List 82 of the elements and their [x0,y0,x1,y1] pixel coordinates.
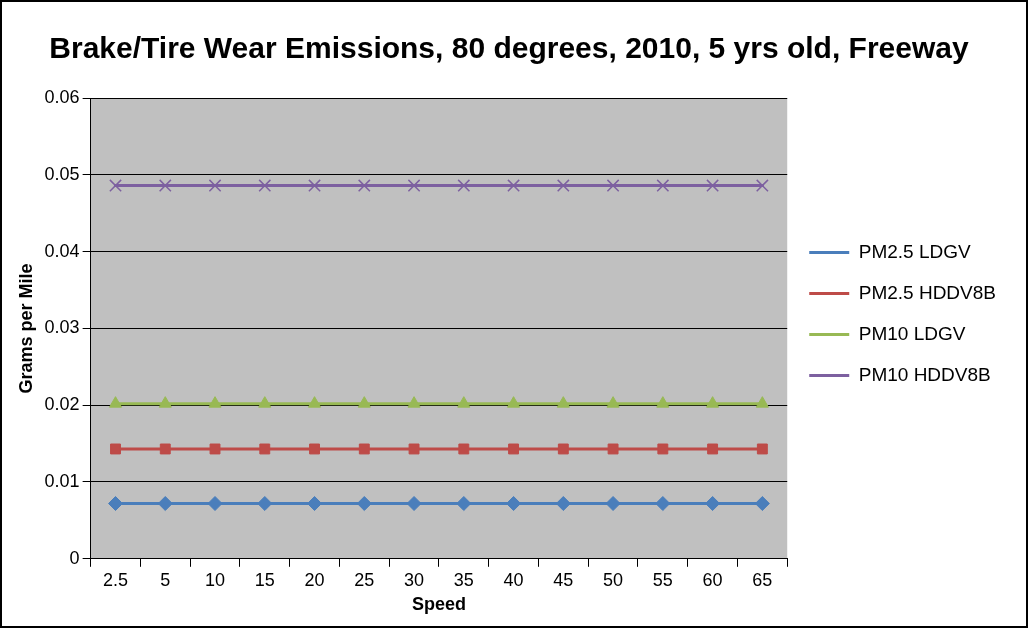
point [656,179,670,192]
point [357,179,371,192]
point [208,179,222,192]
point [507,396,521,408]
point [707,443,719,455]
x-tick-label: 45 [553,569,574,590]
point [754,496,770,511]
point [458,443,470,455]
y-tick-label: 0.02 [44,394,80,415]
point [158,179,172,192]
legend-label: PM2.5 HDDV8B [858,281,997,303]
y-tick-label: 0 [69,547,80,568]
point [506,496,522,511]
x-axis-title: Speed [411,594,466,615]
point [356,496,372,511]
point [756,443,768,455]
point [407,396,421,408]
point [705,496,721,511]
legend-label: PM2.5 LDGV [858,240,971,262]
x-tick-label: 15 [254,569,275,590]
y-tick-label: 0.01 [44,470,80,491]
x-tick-label: 35 [453,569,474,590]
x-tick-label: 65 [752,569,773,590]
point [507,179,520,192]
point [109,179,122,192]
point [755,396,769,408]
point [257,496,273,511]
point [259,443,271,455]
x-tick-label: 60 [702,569,723,590]
point [358,443,370,455]
point [556,179,570,192]
y-axis-title: Grams per Mile [15,263,36,394]
point [408,443,420,455]
point [208,396,222,408]
point [706,179,719,192]
x-tick-label: 50 [603,569,624,590]
point [308,179,321,192]
y-tick-label: 0.06 [44,86,80,107]
point [656,396,670,408]
x-tick-label: 10 [205,569,226,590]
point [755,179,769,192]
legend-label: PM10 HDDV8B [858,363,991,385]
point [607,443,619,455]
x-tick-label: 5 [160,569,171,590]
point [556,396,570,408]
point [606,179,620,192]
point [357,396,371,408]
point [209,443,221,455]
point [309,443,320,455]
point [457,396,471,408]
y-tick-label: 0.04 [44,240,80,261]
point [110,443,121,455]
point [157,496,173,511]
x-tick-label: 20 [304,569,325,590]
x-tick-label: 55 [652,569,673,590]
point [655,496,671,511]
point [457,179,471,192]
point [207,496,223,511]
point [158,396,172,408]
x-tick-label: 25 [354,569,375,590]
point [108,396,123,408]
point [508,443,520,455]
y-tick-label: 0.05 [44,163,80,184]
point [555,496,571,511]
point [557,443,569,455]
chart-title: Brake/Tire Wear Emissions, 80 degrees, 2010, 5 yrs old, Freeway [49,31,970,65]
point [407,179,421,192]
x-tick-label: 40 [503,569,524,590]
point [307,396,322,408]
y-tick-label: 0.03 [44,317,80,338]
legend-label: PM10 LDGV [858,322,966,344]
point [258,396,272,408]
point [657,443,669,455]
point [706,396,720,408]
point [456,496,472,511]
point [258,179,272,192]
point [406,496,422,511]
point [159,443,171,455]
x-tick-label: 30 [404,569,425,590]
point [606,396,620,408]
point [605,496,621,511]
x-tick-label: 2.5 [103,569,129,590]
